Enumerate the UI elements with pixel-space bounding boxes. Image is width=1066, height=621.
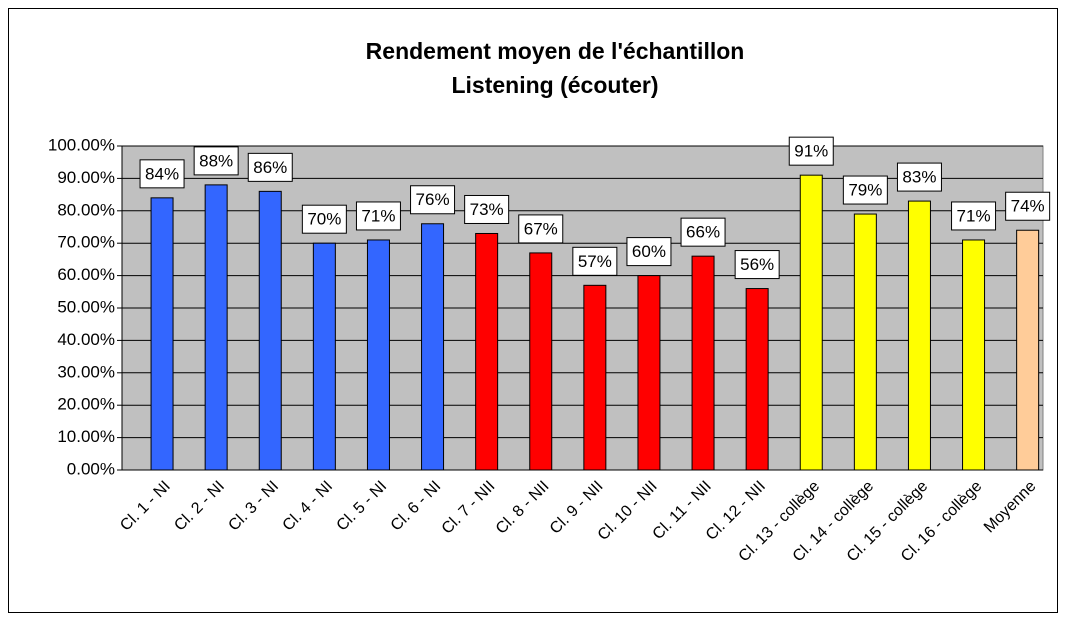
data-label-box: [572, 246, 618, 276]
data-label-box: [355, 201, 401, 231]
y-tick-label: 80.00%: [57, 200, 115, 219]
bar: [962, 239, 986, 471]
y-tick-label: 100.00%: [48, 135, 115, 154]
data-label-box: [951, 201, 997, 231]
y-tick-label: 90.00%: [57, 168, 115, 187]
bar: [583, 284, 607, 471]
data-label-box: [301, 204, 347, 234]
bar: [150, 197, 174, 471]
chart-title: Listening (écouter): [451, 72, 658, 98]
data-label: 84%: [145, 164, 179, 183]
data-label-box: [842, 175, 888, 205]
data-label-box: [139, 159, 185, 189]
data-label: 79%: [848, 181, 882, 200]
y-tick-label: 0.00%: [67, 459, 115, 478]
data-label: 91%: [794, 142, 828, 161]
data-label: 71%: [361, 206, 395, 225]
bar: [799, 174, 823, 471]
data-label: 67%: [524, 219, 558, 238]
y-tick-label: 20.00%: [57, 395, 115, 414]
data-label: 70%: [307, 210, 341, 229]
chart-title: Rendement moyen de l'échantillon: [366, 38, 745, 64]
data-label-box: [896, 162, 942, 192]
data-label-box: [734, 250, 780, 280]
bar: [366, 239, 390, 471]
data-label: 83%: [902, 168, 936, 187]
data-label-box: [193, 146, 239, 176]
data-label-box: [518, 214, 564, 244]
data-label-box: [680, 217, 726, 247]
data-label: 74%: [1011, 197, 1045, 216]
bar: [853, 213, 877, 471]
data-label-box: [464, 194, 510, 224]
y-tick-label: 50.00%: [57, 297, 115, 316]
bar: [258, 190, 282, 471]
data-label: 73%: [470, 200, 504, 219]
data-label-box: [410, 185, 456, 215]
bar: [475, 232, 499, 471]
y-tick-label: 70.00%: [57, 233, 115, 252]
y-tick-label: 40.00%: [57, 330, 115, 349]
bar: [1016, 229, 1040, 471]
data-label: 56%: [740, 255, 774, 274]
data-label: 57%: [578, 252, 612, 271]
data-label: 66%: [686, 223, 720, 242]
data-label: 88%: [199, 151, 233, 170]
bar: [745, 288, 769, 471]
data-label-box: [788, 136, 834, 166]
bar: [312, 242, 336, 471]
bar: [204, 184, 228, 471]
data-label-box: [247, 152, 293, 182]
y-tick-label: 30.00%: [57, 362, 115, 381]
data-label-box: [1005, 191, 1051, 221]
bar: [691, 255, 715, 471]
bar: [637, 275, 661, 471]
data-label: 60%: [632, 242, 666, 261]
y-tick-label: 10.00%: [57, 427, 115, 446]
data-label: 71%: [957, 206, 991, 225]
y-tick-label: 60.00%: [57, 265, 115, 284]
bar: [421, 223, 445, 471]
data-label: 86%: [253, 158, 287, 177]
bar: [529, 252, 553, 471]
data-label-box: [626, 237, 672, 267]
bar: [907, 200, 931, 471]
data-label: 76%: [416, 190, 450, 209]
